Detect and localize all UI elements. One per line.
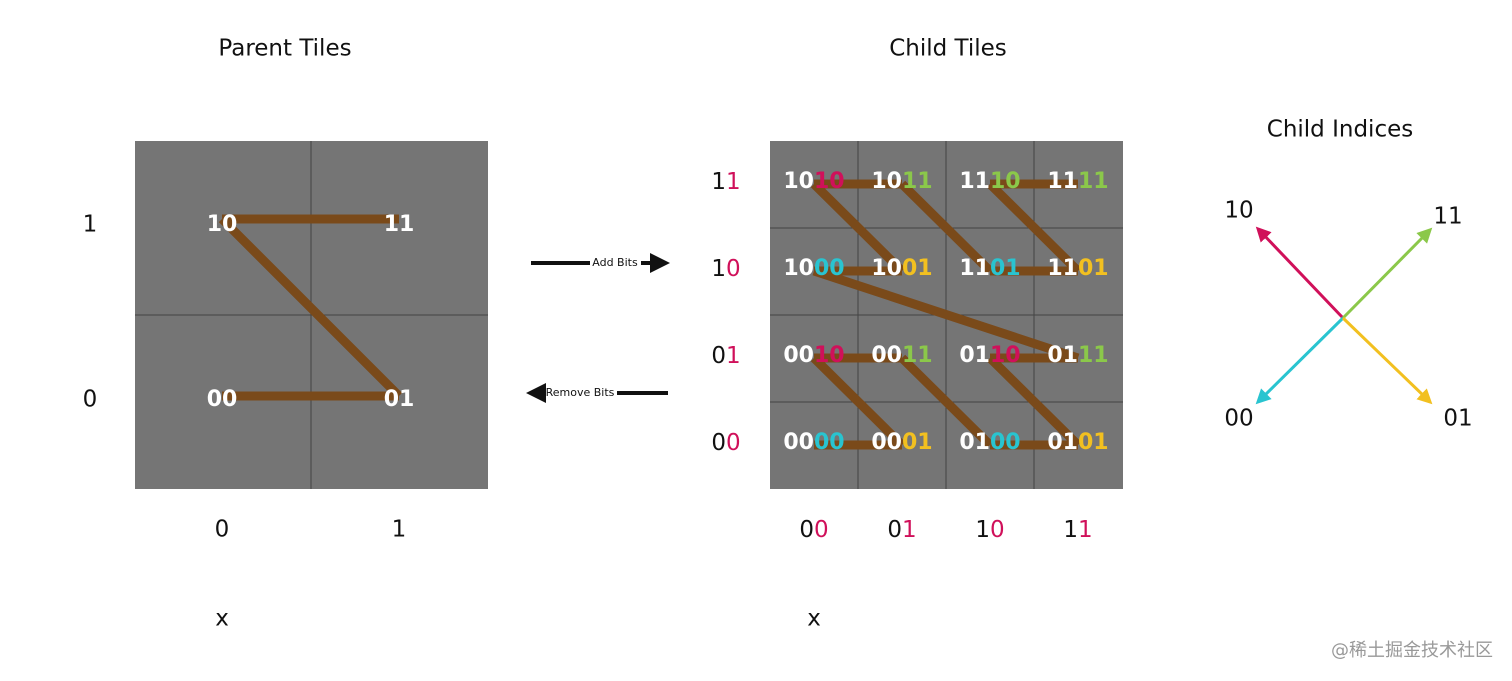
parent-grid [135,141,488,489]
child-cell-prefix: 10 [871,256,902,281]
child-cell-suffix: 11 [1078,169,1109,194]
child-cell: 1101 [959,256,1020,281]
add-bits: Add Bits [531,253,670,273]
child-cell-prefix: 11 [1047,256,1078,281]
child-cell-suffix: 01 [1078,256,1109,281]
child-cell-prefix: 00 [783,430,814,455]
parent-cell: 11 [384,212,415,237]
child-cell-prefix: 00 [871,343,902,368]
y-label: 10 [711,256,740,282]
child-cell-suffix: 11 [902,343,933,368]
child-cell-suffix: 00 [990,430,1021,455]
child-grid [770,141,1123,489]
child-cell-suffix: 01 [902,430,933,455]
child-cell: 0001 [871,430,932,455]
y-label-suffix: 0 [726,256,741,282]
child-cell: 1110 [959,169,1020,194]
child-cell: 0011 [871,343,932,368]
y-label-suffix: 1 [726,169,741,195]
child-cell-prefix: 01 [1047,343,1078,368]
child-cell: 1011 [871,169,932,194]
child-cell-prefix: 11 [959,169,990,194]
child-cell-prefix: 01 [959,430,990,455]
child-cell-prefix: 01 [1047,430,1078,455]
remove-bits: Remove Bits [526,383,668,403]
add-label: Add Bits [592,256,638,269]
y-label: 00 [711,430,740,456]
x-label-prefix: 1 [975,517,990,543]
child-cell-prefix: 10 [783,256,814,281]
child-cell-suffix: 10 [814,169,845,194]
remove-label: Remove Bits [546,386,615,399]
watermark: @稀土掘金技术社区 [1331,640,1493,661]
child-cell-prefix: 00 [783,343,814,368]
x-label: 11 [1063,517,1092,543]
y-label-prefix: 1 [711,169,726,195]
x-label-suffix: 1 [902,517,917,543]
child-cell-suffix: 01 [1078,430,1109,455]
child-cell-prefix: 10 [783,169,814,194]
x-label: 10 [975,517,1004,543]
x-label: 01 [887,517,916,543]
x-axis-label: x [215,606,229,632]
child-cell: 1000 [783,256,844,281]
x-label-prefix: 0 [799,517,814,543]
child-cell-suffix: 10 [990,343,1021,368]
x-label-prefix: 0 [887,517,902,543]
index-label: 11 [1433,204,1462,230]
x-label: 0 [215,517,230,543]
child-cell: 1010 [783,169,844,194]
child-cell-suffix: 11 [902,169,933,194]
child-cell-prefix: 10 [871,169,902,194]
parent-cell: 01 [384,387,415,412]
x-axis-label: x [807,606,821,632]
index-label: 01 [1443,406,1472,432]
child-cell-suffix: 10 [814,343,845,368]
parent-title: Parent Tiles [218,36,351,62]
child-cell: 0110 [959,343,1020,368]
child-cell-suffix: 00 [814,256,845,281]
child-cell: 1001 [871,256,932,281]
child-cell: 0100 [959,430,1020,455]
child-cell: 0010 [783,343,844,368]
parent-cell: 10 [207,212,238,237]
indices-title: Child Indices [1267,117,1413,143]
x-label: 1 [392,517,407,543]
child-cell: 1111 [1047,169,1108,194]
child-cell-suffix: 01 [990,256,1021,281]
child-cell-suffix: 10 [990,169,1021,194]
parent-cell: 00 [207,387,238,412]
y-label: 1 [83,212,98,238]
child-cell: 0101 [1047,430,1108,455]
child-cell: 1101 [1047,256,1108,281]
index-label: 00 [1224,406,1253,432]
child-cell-prefix: 01 [959,343,990,368]
child-cell-suffix: 00 [814,430,845,455]
child-cell-prefix: 00 [871,430,902,455]
y-label: 11 [711,169,740,195]
child-cell: 0111 [1047,343,1108,368]
x-label-suffix: 1 [1078,517,1093,543]
y-label: 0 [83,387,98,413]
y-label-suffix: 0 [726,430,741,456]
child-cell-prefix: 11 [1047,169,1078,194]
y-label-prefix: 0 [711,430,726,456]
x-label: 00 [799,517,828,543]
y-label-prefix: 0 [711,343,726,369]
child-title: Child Tiles [889,36,1007,62]
x-label-suffix: 0 [814,517,829,543]
index-label: 10 [1224,198,1253,224]
child-cell-prefix: 11 [959,256,990,281]
x-label-prefix: 1 [1063,517,1078,543]
child-cell: 0000 [783,430,844,455]
child-indices [1255,226,1433,405]
y-label-suffix: 1 [726,343,741,369]
y-label-prefix: 1 [711,256,726,282]
child-cell-suffix: 11 [1078,343,1109,368]
child-cell-suffix: 01 [902,256,933,281]
x-label-suffix: 0 [990,517,1005,543]
y-label: 01 [711,343,740,369]
